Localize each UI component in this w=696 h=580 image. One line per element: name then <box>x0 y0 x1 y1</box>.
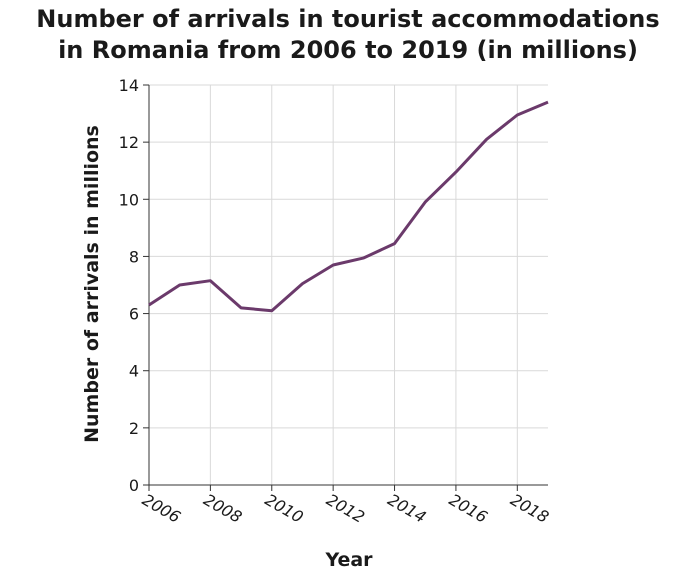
chart-title-line-2: in Romania from 2006 to 2019 (in million… <box>58 36 638 64</box>
axes <box>148 85 548 486</box>
y-tick-label: 0 <box>129 476 139 495</box>
chart-title: Number of arrivals in tourist accommodat… <box>0 4 696 66</box>
y-tick-label: 4 <box>129 362 139 381</box>
x-axis-label: Year <box>324 549 373 571</box>
y-tick-label: 10 <box>119 190 139 209</box>
y-axis-label: Number of arrivals in millions <box>81 125 103 443</box>
y-tick-label: 12 <box>119 133 139 152</box>
y-tick-label: 8 <box>129 247 139 266</box>
x-axis-ticks: 2006 2008 2010 2012 2014 2016 2018 <box>139 485 552 527</box>
x-tick-label: 2014 <box>385 490 430 527</box>
x-tick-label: 2018 <box>507 490 552 527</box>
y-tick-label: 6 <box>129 305 139 324</box>
grid-lines <box>148 84 548 486</box>
x-tick-label: 2012 <box>323 490 368 527</box>
x-tick-label: 2016 <box>446 490 491 527</box>
x-tick-label: 2008 <box>200 490 245 527</box>
y-axis-ticks: 0 2 4 6 8 10 12 14 <box>119 76 149 495</box>
series-line <box>148 100 549 313</box>
y-tick-label: 14 <box>119 76 139 95</box>
y-tick-label: 2 <box>129 419 139 438</box>
x-tick-label: 2010 <box>262 490 307 527</box>
x-tick-label: 2006 <box>139 490 184 527</box>
chart-title-line-1: Number of arrivals in tourist accommodat… <box>36 5 660 33</box>
